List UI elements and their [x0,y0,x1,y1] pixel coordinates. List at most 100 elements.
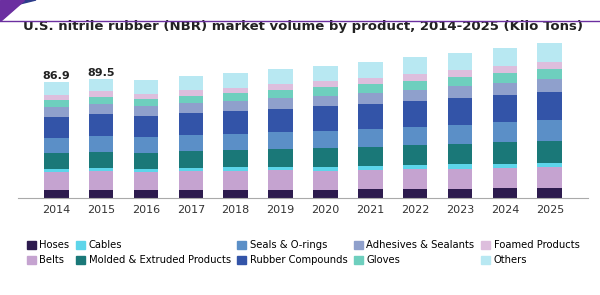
Bar [358,84,383,93]
Bar [538,120,562,141]
Bar [89,79,113,91]
Bar [313,96,338,106]
Bar [493,168,517,189]
Bar [44,138,68,153]
Bar [134,153,158,169]
Bar [313,148,338,167]
Bar [448,189,472,198]
Bar [448,98,472,125]
Bar [134,172,158,190]
Bar [223,171,248,190]
Bar [493,163,517,168]
Bar [268,90,293,98]
Bar [313,171,338,190]
Bar [179,171,203,190]
Bar [179,135,203,151]
Bar [313,131,338,148]
Bar [268,84,293,90]
Text: 89.5: 89.5 [88,68,115,78]
Bar [358,170,383,189]
Bar [538,79,562,91]
Bar [493,66,517,73]
Bar [223,134,248,150]
Bar [538,188,562,198]
Bar [493,83,517,95]
Bar [358,93,383,104]
Bar [538,43,562,62]
Bar [358,189,383,198]
Bar [313,190,338,198]
Bar [179,76,203,90]
Legend: Hoses, Belts, Cables, Molded & Extruded Products, Seals & O-rings, Rubber Compou: Hoses, Belts, Cables, Molded & Extruded … [23,236,583,269]
Bar [538,62,562,69]
Text: 86.9: 86.9 [43,71,70,81]
Bar [89,114,113,136]
Bar [403,74,427,81]
Bar [89,91,113,97]
Bar [493,48,517,66]
Bar [493,189,517,198]
Bar [268,109,293,132]
Bar [358,129,383,147]
Bar [179,168,203,171]
Bar [179,190,203,198]
Bar [268,132,293,149]
Bar [268,190,293,198]
Bar [448,125,472,144]
Bar [179,96,203,103]
Bar [223,150,248,167]
Bar [493,122,517,142]
Bar [44,172,68,190]
Bar [134,106,158,116]
Bar [403,90,427,101]
Bar [134,116,158,137]
Bar [448,70,472,77]
Bar [493,95,517,122]
Bar [403,57,427,74]
Bar [448,168,472,189]
Bar [493,142,517,163]
Bar [448,165,472,168]
Bar [313,81,338,87]
Bar [403,165,427,169]
Bar [448,53,472,70]
Bar [223,93,248,101]
Bar [179,151,203,168]
Bar [223,101,248,111]
Bar [313,66,338,81]
Bar [403,189,427,198]
Title: U.S. nitrile rubber (NBR) market volume by product, 2014-2025 (Kilo Tons): U.S. nitrile rubber (NBR) market volume … [23,20,583,33]
Bar [89,136,113,152]
Bar [179,90,203,96]
Bar [538,69,562,79]
Bar [268,167,293,171]
Bar [313,106,338,131]
Bar [44,153,68,169]
Bar [538,167,562,188]
Bar [134,99,158,106]
Bar [223,167,248,171]
Bar [44,169,68,172]
Bar [223,190,248,198]
Bar [403,101,427,127]
Bar [134,169,158,172]
Bar [44,100,68,107]
Bar [268,149,293,167]
Bar [89,168,113,171]
Bar [538,91,562,120]
Bar [403,169,427,189]
Bar [89,190,113,198]
Bar [44,82,68,95]
Bar [448,144,472,165]
Bar [44,107,68,117]
Bar [223,111,248,134]
Bar [313,87,338,96]
Bar [493,73,517,83]
Bar [538,141,562,163]
Bar [134,94,158,99]
Bar [358,166,383,170]
Bar [358,147,383,166]
Bar [179,103,203,113]
Bar [134,137,158,153]
Bar [403,81,427,90]
